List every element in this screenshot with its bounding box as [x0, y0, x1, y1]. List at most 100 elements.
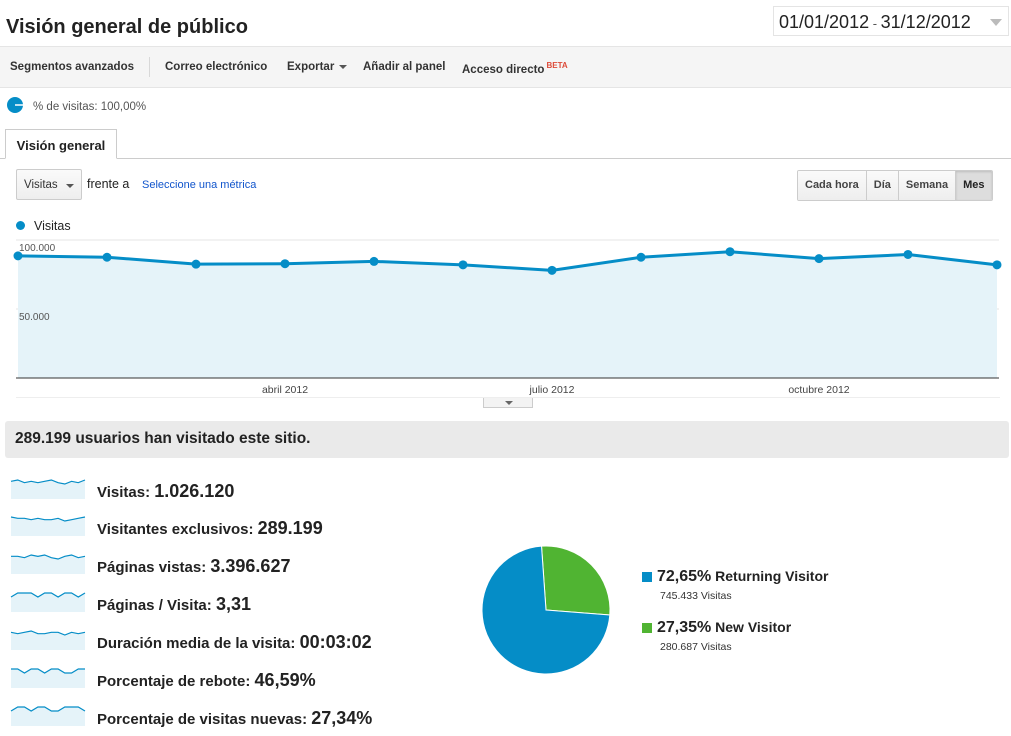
- metric-row: Páginas vistas: 3.396.627: [0, 552, 420, 578]
- metric-label: Porcentaje de visitas nuevas:: [97, 711, 312, 728]
- data-point: [458, 260, 468, 270]
- metric-label: Visitas:: [97, 484, 155, 501]
- advanced-segments-button[interactable]: Segmentos avanzados: [10, 61, 134, 73]
- granularity-week-button[interactable]: Semana: [898, 171, 957, 200]
- visitor-type-pie-chart[interactable]: [480, 544, 612, 676]
- sparkline-line: [10, 516, 86, 522]
- pie-segment-icon: [7, 97, 23, 113]
- sparkline-line: [11, 668, 85, 674]
- y-tick-label: 50.000: [19, 312, 50, 323]
- data-point: [636, 252, 646, 262]
- granularity-buttons: Cada hora Día Semana Mes: [797, 170, 993, 201]
- metric-label: Visitantes exclusivos:: [97, 521, 258, 538]
- export-label: Exportar: [287, 61, 335, 73]
- granularity-day-button[interactable]: Día: [866, 171, 899, 200]
- toolbar-divider: [149, 57, 150, 77]
- shortcut-label: Acceso directo: [462, 63, 545, 76]
- x-tick-label: octubre 2012: [788, 384, 849, 396]
- segment-label: % de visitas: 100,00%: [33, 101, 147, 113]
- metric-text: Porcentaje de rebote: 46,59%: [97, 670, 316, 691]
- sparkline[interactable]: [10, 704, 86, 726]
- returning-visits: 745.433 Visitas: [660, 590, 732, 602]
- metric-text: Duración media de la visita: 00:03:02: [97, 632, 372, 653]
- metric-text: Porcentaje de visitas nuevas: 27,34%: [97, 708, 372, 729]
- chevron-down-icon: [339, 64, 348, 69]
- date-end: 31/12/2012: [880, 12, 971, 32]
- sparkline-line: [10, 706, 86, 712]
- chart-collapse-toggle[interactable]: [483, 398, 533, 408]
- pie-legend-main: 27,35% New Visitor: [657, 619, 791, 637]
- date-range-picker[interactable]: 01/01/2012 - 31/12/2012: [773, 6, 1009, 36]
- legend-dot-icon: [16, 221, 25, 230]
- metric-value: 3,31: [215, 594, 251, 614]
- metric-value: 27,34%: [311, 708, 373, 728]
- sparkline[interactable]: [10, 628, 86, 650]
- sparkline[interactable]: [10, 552, 86, 574]
- legend-label: Visitas: [34, 219, 71, 233]
- metric-value: 289.199: [257, 518, 323, 538]
- granularity-month-button[interactable]: Mes: [956, 171, 992, 200]
- pie-legend-main: 72,65% Returning Visitor: [657, 568, 828, 586]
- sparkline-area: [11, 555, 85, 574]
- metric-value: 1.026.120: [154, 481, 235, 501]
- tab-overview[interactable]: Visión general: [5, 129, 117, 159]
- email-button[interactable]: Correo electrónico: [165, 61, 268, 73]
- sparkline-line: [10, 592, 86, 598]
- metric-label: Páginas vistas:: [97, 559, 211, 576]
- select-metric-link[interactable]: Seleccione una métrica: [142, 179, 257, 191]
- date-start: 01/01/2012: [779, 12, 870, 32]
- report-toolbar: Segmentos avanzados Correo electrónico E…: [0, 46, 1011, 88]
- data-point: [814, 254, 824, 264]
- data-point: [992, 260, 1002, 270]
- y-tick-label: 100.000: [19, 243, 56, 254]
- returning-label: Returning Visitor: [715, 568, 829, 584]
- data-point: [725, 247, 735, 257]
- sparkline-line: [11, 554, 86, 560]
- sparkline-line: [10, 479, 86, 485]
- returning-pct: 72,65%: [657, 568, 712, 585]
- series-area: [18, 251, 997, 378]
- data-point: [102, 252, 112, 262]
- metric-row: Duración media de la visita: 00:03:02: [0, 628, 420, 654]
- data-point: [280, 259, 290, 269]
- metric-row: Visitantes exclusivos: 289.199: [0, 514, 420, 540]
- export-button[interactable]: Exportar: [287, 61, 348, 73]
- new-swatch: [642, 623, 652, 633]
- metric-row: Porcentaje de rebote: 46,59%: [0, 666, 420, 692]
- shortcut-button[interactable]: Acceso directo BETA: [462, 61, 568, 76]
- granularity-hourly-button[interactable]: Cada hora: [798, 171, 867, 200]
- sparkline[interactable]: [10, 514, 86, 536]
- data-point: [903, 249, 913, 259]
- metric-value: 46,59%: [254, 670, 316, 690]
- data-point: [369, 256, 379, 266]
- metric-select[interactable]: Visitas: [16, 169, 82, 200]
- date-separator: -: [869, 16, 881, 31]
- new-label: New Visitor: [715, 619, 792, 635]
- metric-value: 3.396.627: [210, 556, 291, 576]
- data-point: [13, 251, 23, 261]
- x-tick-label: julio 2012: [529, 384, 575, 396]
- beta-badge: BETA: [546, 61, 568, 70]
- data-point: [191, 259, 201, 269]
- sparkline[interactable]: [10, 477, 86, 499]
- chevron-down-icon[interactable]: [990, 19, 1002, 26]
- metric-text: Páginas vistas: 3.396.627: [97, 556, 290, 577]
- visits-chart[interactable]: 100.000 50.000 abril 2012 julio 2012 octubre…: [0, 238, 1011, 398]
- pie-slice-new: [540, 545, 611, 616]
- data-point: [547, 265, 557, 275]
- versus-label: frente a: [87, 177, 130, 191]
- metric-text: Páginas / Visita: 3,31: [97, 594, 251, 615]
- series-line: [17, 250, 998, 272]
- new-visits: 280.687 Visitas: [660, 641, 732, 653]
- sparkline[interactable]: [10, 590, 86, 612]
- add-to-dashboard-button[interactable]: Añadir al panel: [363, 61, 446, 73]
- sparkline-area: [11, 669, 85, 688]
- metric-text: Visitantes exclusivos: 289.199: [97, 518, 323, 539]
- metric-label: Duración media de la visita:: [97, 635, 300, 652]
- chevron-down-icon: [505, 401, 513, 405]
- returning-swatch: [642, 572, 652, 582]
- page-title: Visión general de público: [6, 16, 248, 38]
- sparkline-area: [11, 707, 85, 726]
- sparkline[interactable]: [10, 666, 86, 688]
- chart-legend[interactable]: Visitas: [16, 219, 71, 233]
